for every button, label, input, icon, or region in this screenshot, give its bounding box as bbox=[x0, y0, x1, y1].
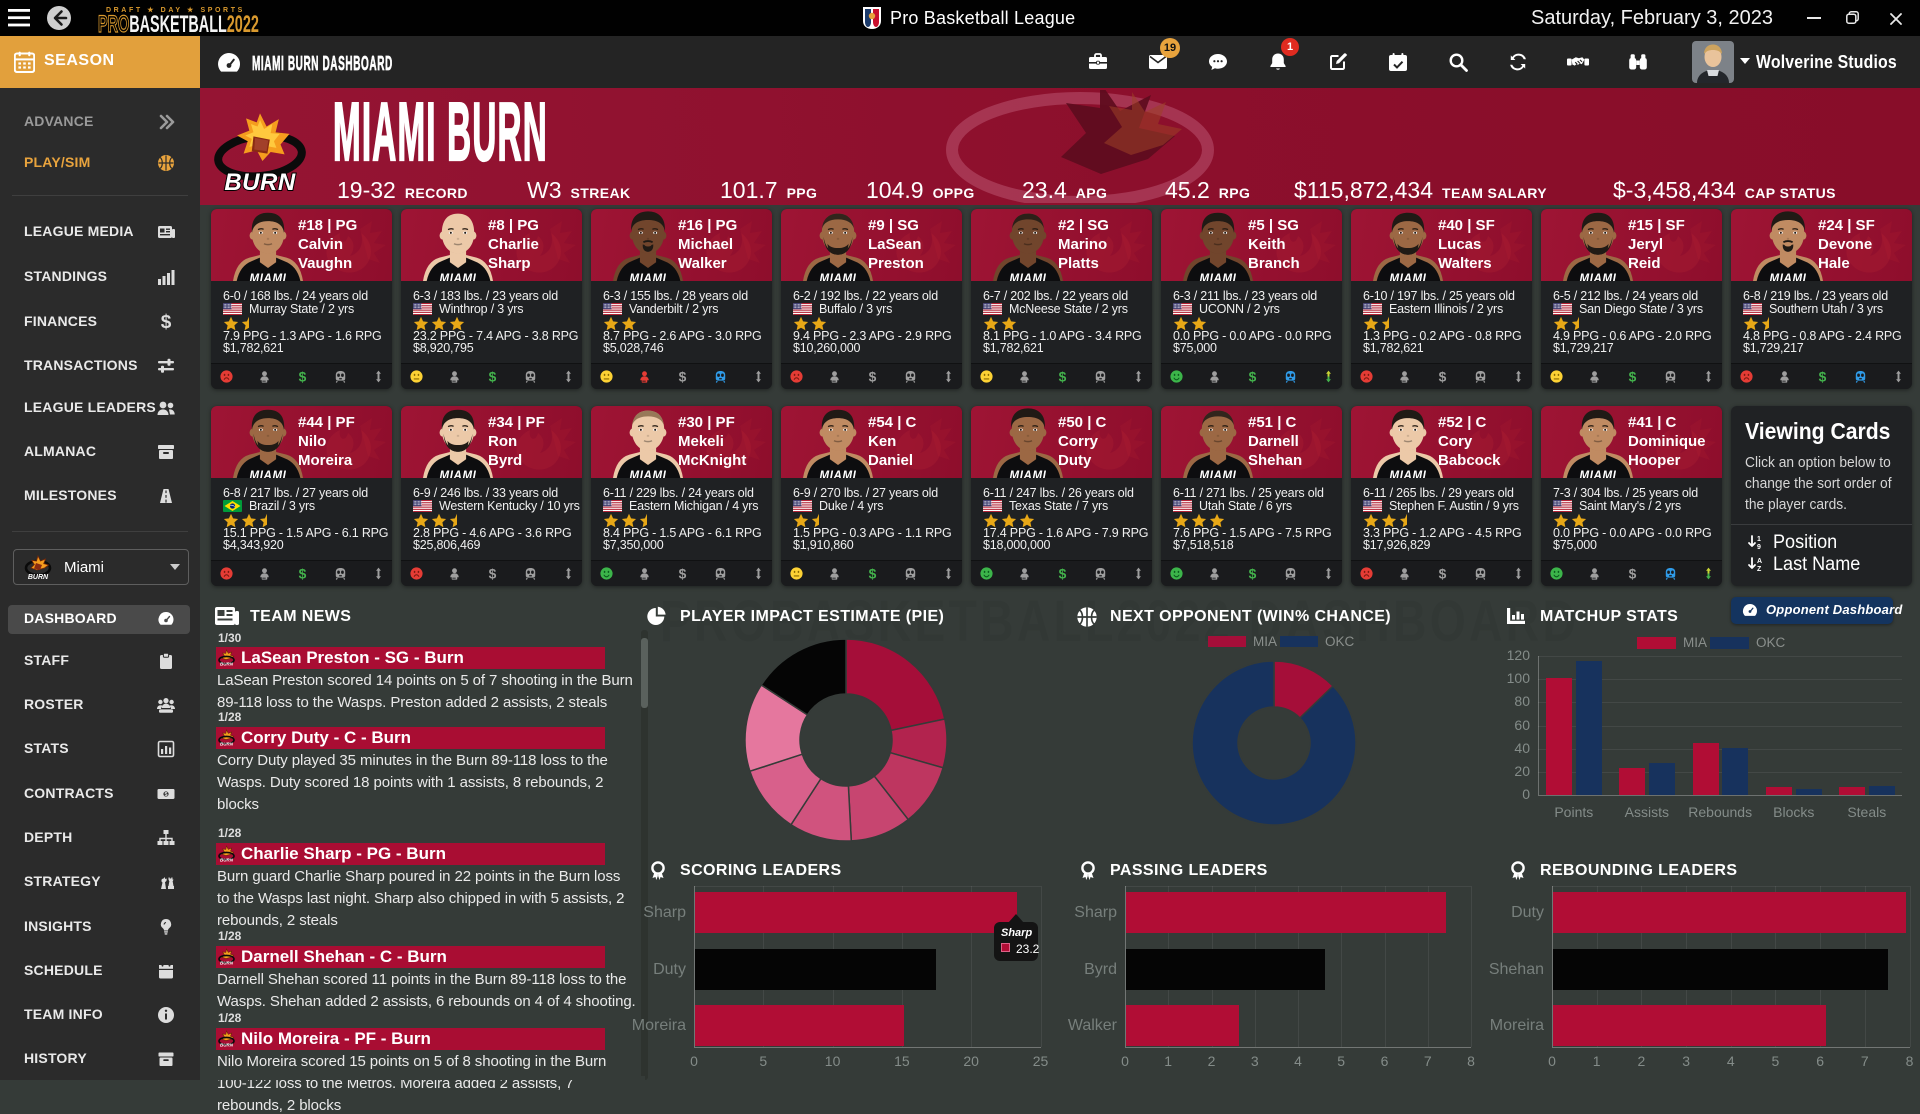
svg-text:MIAMI: MIAMI bbox=[1390, 273, 1427, 281]
svg-text:MIAMI: MIAMI bbox=[820, 470, 857, 478]
svg-text:BURN: BURN bbox=[220, 1043, 234, 1048]
svg-text:MIAMI: MIAMI bbox=[820, 273, 857, 281]
svg-text:9: 9 bbox=[1757, 544, 1761, 550]
svg-text:BURN: BURN bbox=[220, 742, 234, 747]
svg-text:$: $ bbox=[1819, 370, 1827, 383]
svg-text:$: $ bbox=[679, 370, 687, 383]
svg-text:$: $ bbox=[1629, 567, 1637, 580]
svg-text:1: 1 bbox=[1757, 536, 1761, 543]
svg-text:MIAMI: MIAMI bbox=[1010, 470, 1047, 478]
svg-text:$: $ bbox=[489, 567, 497, 580]
svg-text:MIAMI: MIAMI bbox=[440, 273, 477, 281]
svg-text:BURN: BURN bbox=[28, 574, 49, 581]
svg-text:MIAMI: MIAMI bbox=[1390, 470, 1427, 478]
svg-text:MIAMI: MIAMI bbox=[250, 470, 287, 478]
svg-text:$: $ bbox=[869, 567, 877, 580]
svg-text:$: $ bbox=[1249, 567, 1257, 580]
svg-text:$: $ bbox=[1059, 370, 1067, 383]
svg-text:BURN: BURN bbox=[220, 961, 234, 966]
svg-text:MIAMI: MIAMI bbox=[1770, 273, 1807, 281]
svg-text:BURN: BURN bbox=[220, 858, 234, 863]
svg-text:MIAMI: MIAMI bbox=[1580, 470, 1617, 478]
svg-text:$: $ bbox=[679, 567, 687, 580]
svg-text:$: $ bbox=[299, 567, 307, 580]
svg-text:$: $ bbox=[869, 370, 877, 383]
svg-text:BURN: BURN bbox=[224, 169, 295, 196]
svg-text:MIAMI: MIAMI bbox=[440, 470, 477, 478]
svg-text:$: $ bbox=[1439, 567, 1447, 580]
svg-text:$: $ bbox=[1249, 370, 1257, 383]
svg-text:MIAMI: MIAMI bbox=[1200, 470, 1237, 478]
svg-text:MIAMI: MIAMI bbox=[1010, 273, 1047, 281]
svg-text:MIAMI: MIAMI bbox=[630, 470, 667, 478]
svg-text:$: $ bbox=[164, 792, 167, 798]
svg-text:$: $ bbox=[161, 313, 172, 331]
svg-text:BURN: BURN bbox=[220, 662, 234, 667]
svg-text:MIAMI: MIAMI bbox=[630, 273, 667, 281]
svg-text:A: A bbox=[1757, 558, 1762, 565]
svg-text:MIAMI: MIAMI bbox=[1200, 273, 1237, 281]
svg-text:$: $ bbox=[1059, 567, 1067, 580]
svg-text:MIAMI: MIAMI bbox=[250, 273, 287, 281]
svg-text:$: $ bbox=[299, 370, 307, 383]
svg-text:Z: Z bbox=[1757, 566, 1762, 572]
svg-text:$: $ bbox=[1439, 370, 1447, 383]
svg-text:MIAMI: MIAMI bbox=[1580, 273, 1617, 281]
svg-text:$: $ bbox=[1629, 370, 1637, 383]
svg-text:$: $ bbox=[489, 370, 497, 383]
